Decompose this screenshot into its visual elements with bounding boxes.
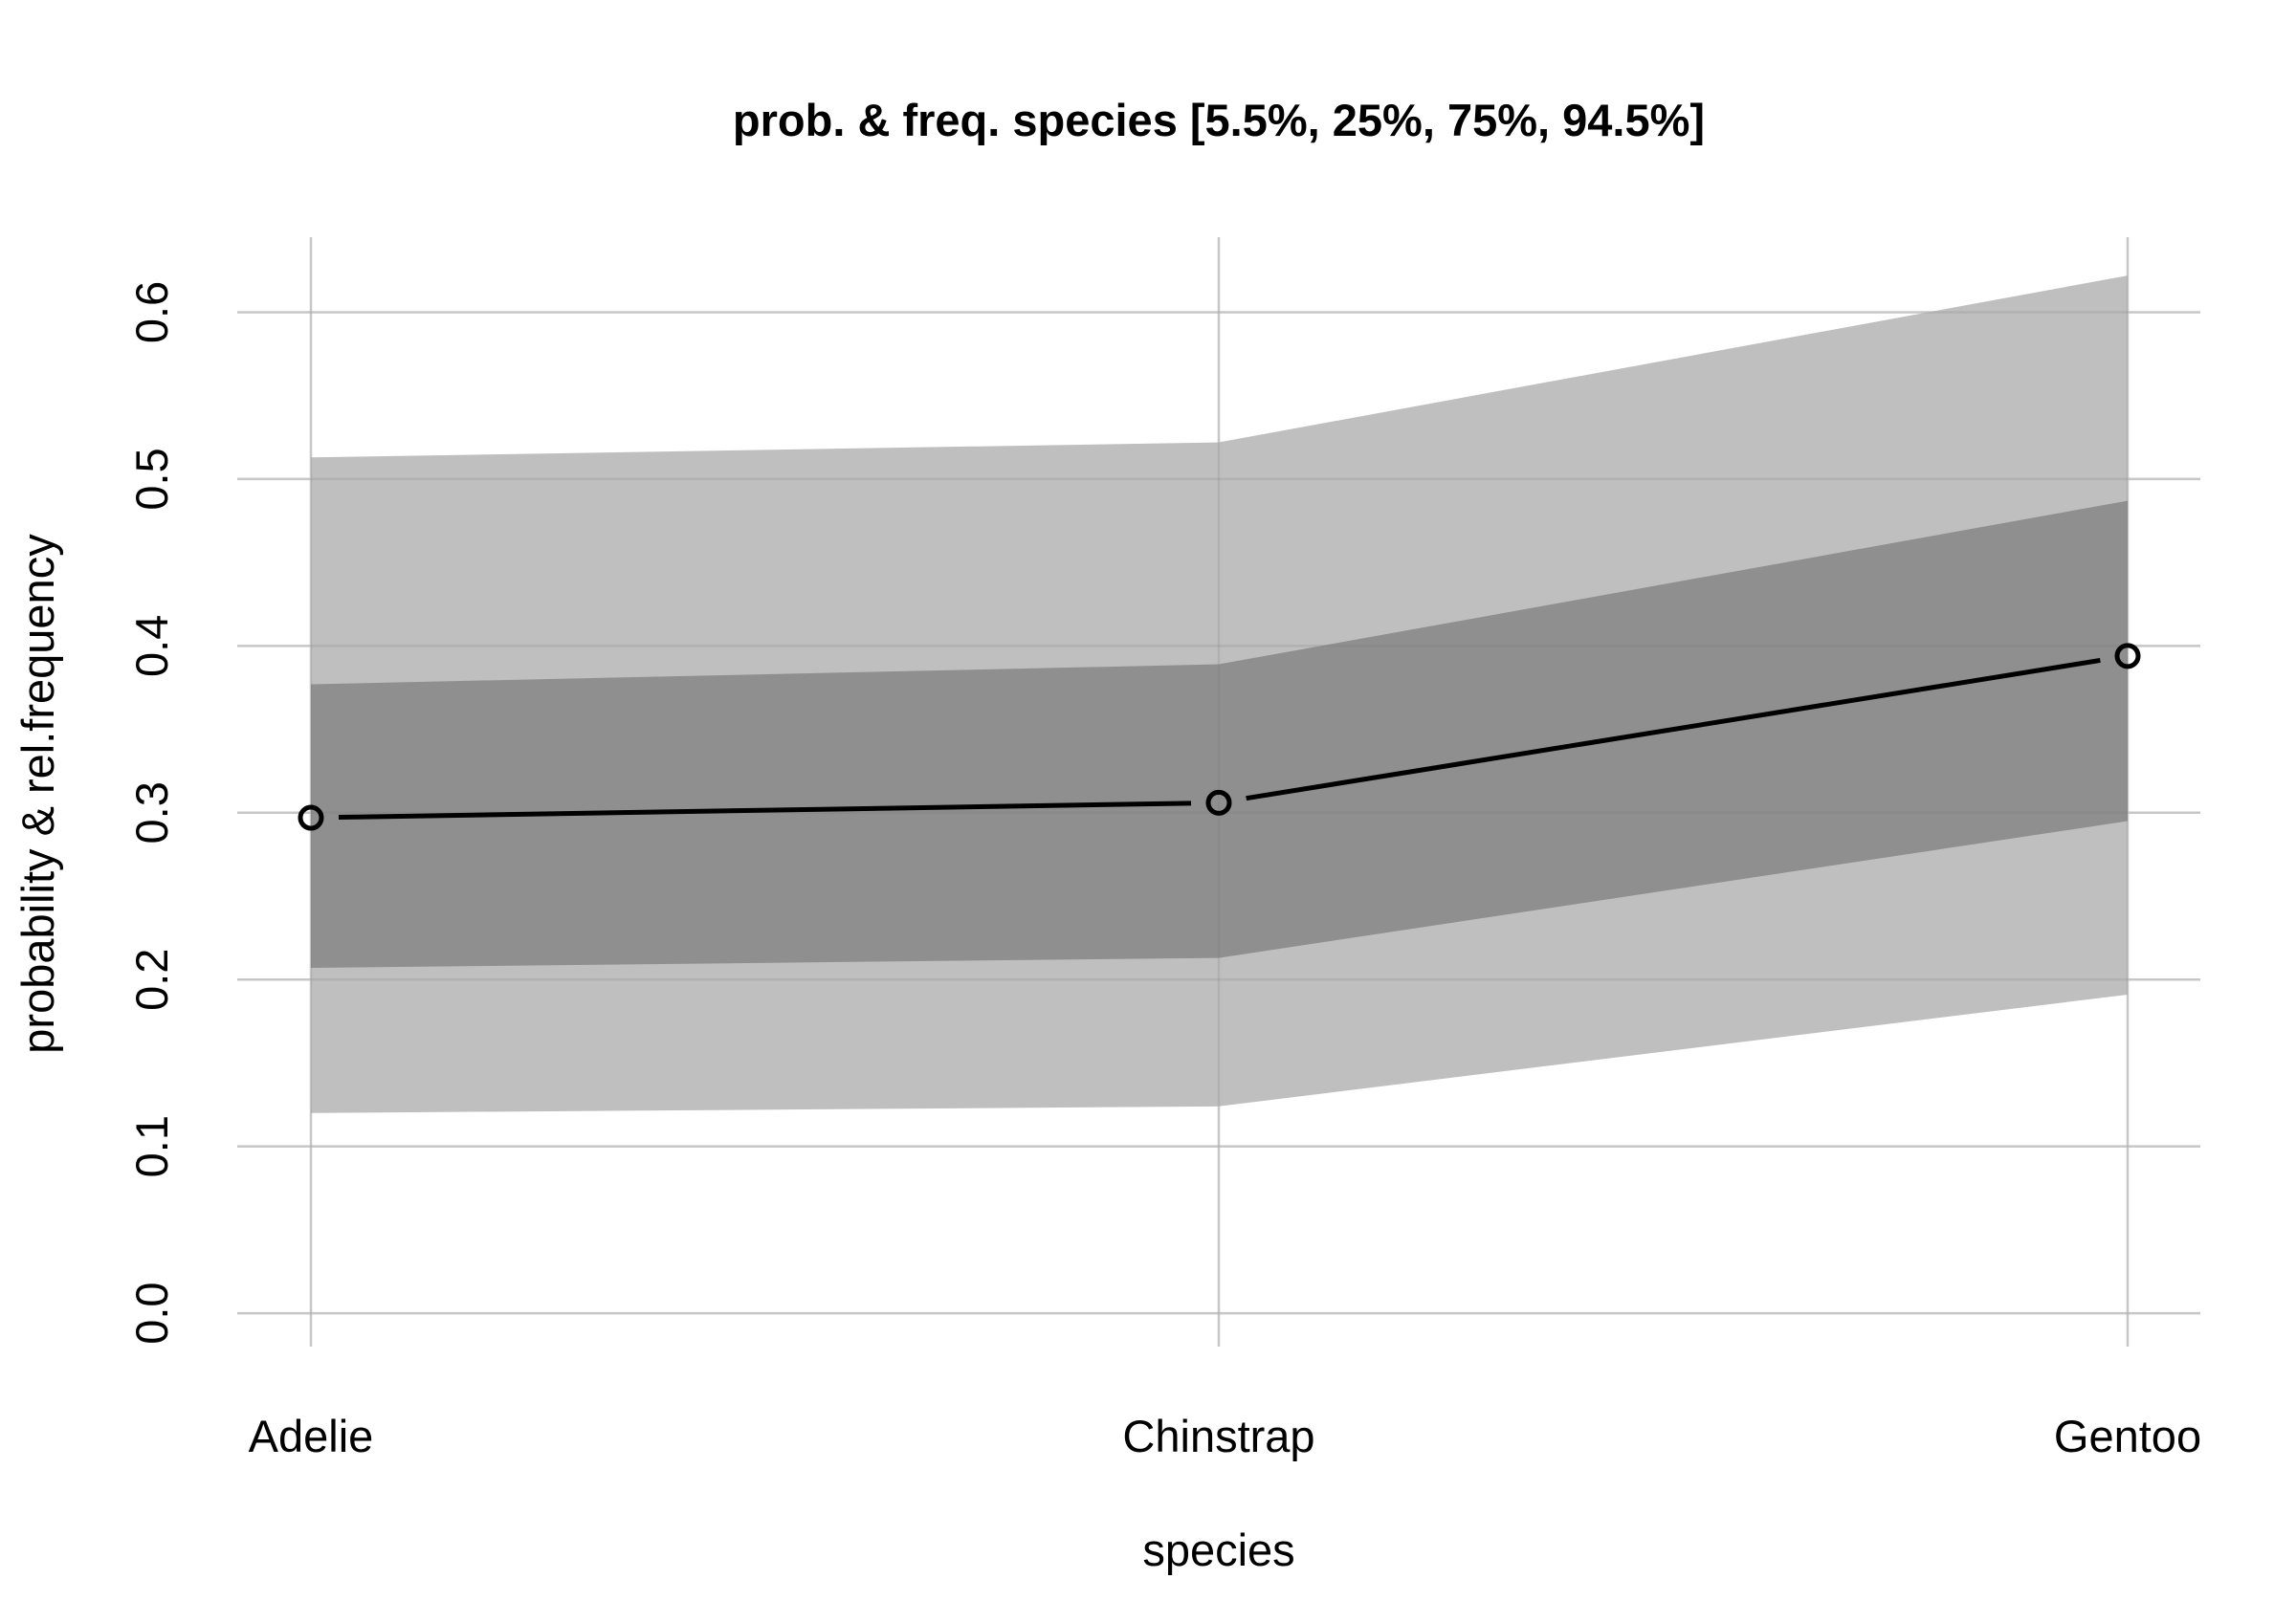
series-segment bbox=[338, 801, 1192, 821]
x-tick-label-chinstrap: Chinstrap bbox=[1122, 1411, 1314, 1461]
y-tick-label: 0.6 bbox=[126, 281, 177, 343]
series-lines bbox=[338, 657, 2101, 821]
x-tick-label-gentoo: Gentoo bbox=[2054, 1411, 2201, 1461]
x-axis-label: species bbox=[1142, 1524, 1294, 1575]
y-tick-label: 0.0 bbox=[126, 1282, 177, 1344]
y-tick-label: 0.1 bbox=[126, 1115, 177, 1177]
x-tick-label-adelie: Adelie bbox=[249, 1411, 374, 1461]
x-tick-labels: Adelie Chinstrap Gentoo bbox=[249, 1411, 2201, 1461]
data-point-chinstrap bbox=[1205, 789, 1232, 816]
series-points bbox=[298, 643, 2141, 831]
interval-band-1 bbox=[311, 500, 2128, 969]
y-tick-label: 0.4 bbox=[126, 615, 177, 677]
data-point-gentoo bbox=[2114, 643, 2141, 669]
series-segment bbox=[1246, 657, 2101, 801]
chart-title: prob. & freq. species [5.5%, 25%, 75%, 9… bbox=[733, 95, 1705, 145]
y-tick-label: 0.5 bbox=[126, 448, 177, 510]
y-axis-label: probability & rel.frequency bbox=[12, 534, 63, 1054]
y-tick-labels: 0.0 0.1 0.2 0.3 0.4 0.5 0.6 bbox=[126, 281, 177, 1345]
y-tick-label: 0.2 bbox=[126, 949, 177, 1011]
interval-bands bbox=[311, 275, 2128, 1113]
data-point-adelie bbox=[298, 804, 324, 831]
y-tick-label: 0.3 bbox=[126, 781, 177, 844]
